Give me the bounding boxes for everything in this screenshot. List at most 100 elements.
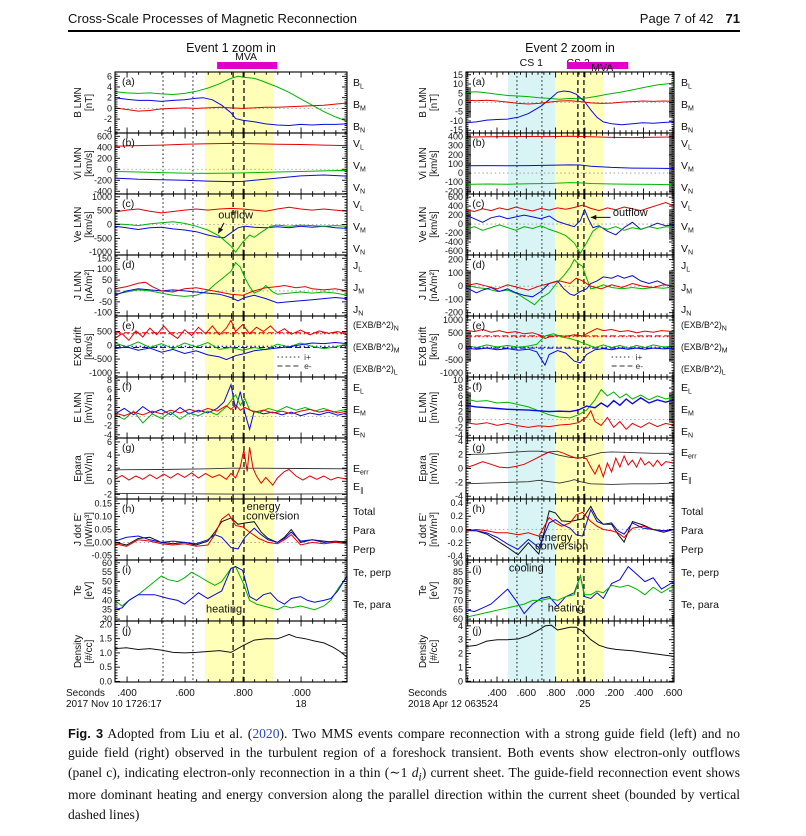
y-tick-label: -2 bbox=[104, 114, 112, 124]
y-tick-label: 60 bbox=[102, 558, 112, 568]
event-1-panel-g: 6 4 2 0 -2 (g) Epara[mV/m] Eerr E∥ bbox=[73, 437, 369, 500]
annotation: heating bbox=[548, 603, 584, 615]
y-tick-label: 4 bbox=[458, 399, 463, 409]
panel-letter: (j) bbox=[122, 625, 131, 637]
panel-letter: (e) bbox=[122, 320, 135, 332]
legend-entry: BL bbox=[681, 77, 692, 91]
y-tick-label: 300 bbox=[448, 141, 463, 151]
annotation: heating bbox=[206, 604, 242, 616]
y-tick-label: 0 bbox=[107, 412, 112, 422]
mva-interval-bar bbox=[217, 62, 278, 69]
y-tick-label: -0.4 bbox=[447, 551, 463, 561]
legend-entry: JL bbox=[353, 260, 362, 274]
caption-italic: d bbox=[411, 764, 419, 780]
legend-entry: VM bbox=[353, 160, 366, 174]
y-tick-label: 0 bbox=[458, 219, 463, 229]
inner-legend-label: e- bbox=[636, 361, 644, 371]
y-tick-label: 0 bbox=[107, 220, 112, 230]
panel-letter: (i) bbox=[472, 564, 481, 576]
x-tick-label: .400 bbox=[634, 688, 654, 699]
legend-entry: VM bbox=[353, 221, 366, 235]
y-tick-label: 2 bbox=[458, 450, 463, 460]
y-tick-label: -100 bbox=[445, 294, 463, 304]
y-axis-label: B LMN[nT] bbox=[73, 87, 95, 118]
citation-link-2020[interactable]: 2020 bbox=[252, 726, 280, 741]
x-tick-label: .400 bbox=[117, 688, 137, 699]
panel-letter: (a) bbox=[122, 76, 135, 88]
panel-letter: (c) bbox=[472, 198, 484, 210]
legend-entry: (EXB/B^2)L bbox=[353, 364, 398, 377]
y-tick-label: -400 bbox=[94, 186, 112, 196]
y-tick-label: 0.10 bbox=[94, 512, 112, 522]
y-tick-label: 2.0 bbox=[99, 619, 112, 629]
caption-text: ) current sheet. The guide-field reconne… bbox=[68, 764, 740, 822]
y-tick-label: 150 bbox=[97, 253, 112, 263]
y-tick-label: 200 bbox=[448, 210, 463, 220]
y-tick-label: 50 bbox=[102, 275, 112, 285]
legend-entry: Para bbox=[681, 525, 703, 537]
y-tick-label: 100 bbox=[448, 159, 463, 169]
legend-entry: VN bbox=[353, 182, 365, 196]
x-tick-label: .000 bbox=[291, 688, 311, 699]
legend-entry: BM bbox=[353, 99, 366, 113]
y-tick-label: -200 bbox=[94, 175, 112, 185]
y-tick-label: 4 bbox=[458, 436, 463, 446]
y-tick-label: -500 bbox=[94, 354, 112, 364]
inner-legend-label: i+ bbox=[636, 352, 643, 362]
y-tick-label: 0 bbox=[458, 415, 463, 425]
y-axis-label: E LMN[mV/m] bbox=[418, 391, 440, 423]
y-tick-label: 0.4 bbox=[450, 498, 463, 508]
legend-entry: Te, perp bbox=[681, 567, 719, 579]
x-tick-second-row: 25 bbox=[579, 699, 591, 710]
legend-entry: Total bbox=[353, 506, 375, 518]
y-tick-label: 0.05 bbox=[94, 525, 112, 535]
caption-text: Adopted from Liu et al. ( bbox=[103, 726, 253, 741]
x-axis-date: 2017 Nov 10 1726:17 bbox=[66, 699, 162, 710]
y-tick-label: 4 bbox=[458, 621, 463, 631]
y-tick-label: 10 bbox=[453, 375, 463, 385]
y-tick-label: 1000 bbox=[92, 192, 112, 202]
legend-entry: E∥ bbox=[681, 471, 692, 485]
header-rule bbox=[68, 30, 740, 32]
y-axis-label: J dot E'[nW/m³] bbox=[73, 512, 95, 547]
y-tick-label: 0.0 bbox=[99, 676, 112, 686]
y-tick-label: 0.00 bbox=[94, 537, 112, 547]
legend-entry: E∥ bbox=[353, 481, 364, 495]
y-tick-label: 0 bbox=[107, 286, 112, 296]
x-tick-label: .200 bbox=[605, 688, 625, 699]
legend-entry: EN bbox=[353, 426, 365, 440]
legend-entry: (EXB/B^2)L bbox=[681, 364, 726, 377]
y-tick-label: 6 bbox=[107, 437, 112, 447]
panel-letter: (d) bbox=[122, 259, 135, 271]
y-tick-label: 600 bbox=[448, 192, 463, 202]
legend-entry: EL bbox=[353, 382, 364, 396]
panel-letter: (h) bbox=[122, 503, 135, 515]
y-tick-label: 15 bbox=[453, 70, 463, 80]
page-indicator: Page 7 of 42 71 bbox=[640, 11, 740, 26]
legend-entry: VN bbox=[681, 243, 693, 257]
x-tick-label: .400 bbox=[487, 688, 507, 699]
y-tick-label: 4 bbox=[107, 82, 112, 92]
y-tick-label: 65 bbox=[453, 605, 463, 615]
y-tick-label: 4 bbox=[107, 450, 112, 460]
y-axis-label: Ve LMN[km/s] bbox=[418, 207, 440, 243]
y-tick-label: 0 bbox=[458, 342, 463, 352]
y-axis-label: Vi LMN[km/s] bbox=[418, 147, 440, 180]
legend-entry: VM bbox=[681, 221, 694, 235]
annotation: energy bbox=[539, 532, 573, 544]
y-tick-label: 75 bbox=[453, 586, 463, 596]
y-tick-label: -400 bbox=[445, 237, 463, 247]
event-2-panel-h: 0.4 0.2 0.0 -0.2 -0.4 (h) J dot E'[nW/m³] energ… bbox=[418, 498, 703, 561]
y-tick-label: 0.2 bbox=[450, 511, 463, 521]
y-tick-label: -1000 bbox=[89, 368, 112, 378]
y-tick-label: 600 bbox=[97, 131, 112, 141]
event-2-panel-e: 1000 500 0 -500 -1000 (e) EXB drift[km/s] (EXB/… bbox=[418, 315, 728, 378]
x-tick-label: .800 bbox=[546, 688, 566, 699]
legend-entry: JM bbox=[353, 282, 364, 296]
y-tick-label: 60 bbox=[453, 614, 463, 624]
y-tick-label: -10 bbox=[450, 116, 463, 126]
